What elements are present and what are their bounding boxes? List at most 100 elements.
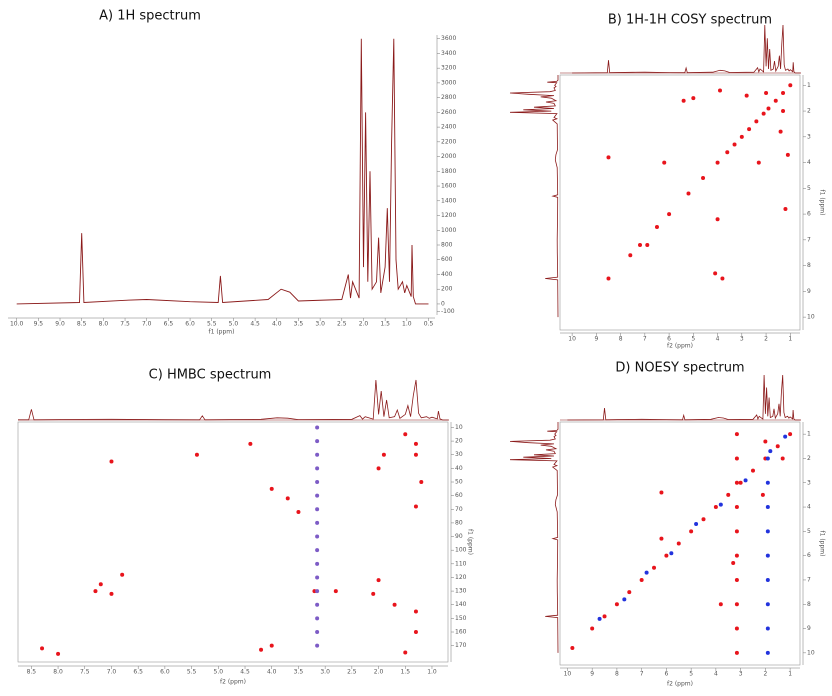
y-tick-label: 7	[807, 576, 811, 583]
cross-peak	[296, 510, 301, 514]
y-tick-label: 6	[807, 552, 811, 559]
cross-peak	[93, 589, 98, 594]
cross-peak	[371, 591, 376, 596]
cross-peak	[768, 449, 773, 454]
cross-peak	[315, 589, 320, 594]
x-tick-label: 3.0	[320, 669, 330, 676]
cross-peak	[743, 478, 748, 483]
y-tick-label: 3	[807, 133, 811, 140]
y-tick-label: 1	[807, 431, 811, 438]
cross-peak	[734, 529, 739, 534]
x-tick-label: 7.5	[120, 321, 130, 328]
left-area	[509, 75, 559, 318]
x-tick-label: 1	[788, 671, 792, 678]
x-tick-label: 9	[590, 671, 594, 678]
x-tick-label: 6.0	[185, 321, 195, 328]
y-tick-label: 6	[807, 211, 811, 218]
cross-peak	[781, 109, 786, 114]
cross-peak	[392, 602, 397, 607]
cross-peak	[315, 561, 320, 566]
cross-peak	[413, 441, 418, 446]
cross-peak	[376, 466, 381, 471]
x-tick-label: 8.5	[27, 669, 37, 676]
cross-peak	[56, 651, 61, 656]
cross-peak	[765, 553, 770, 558]
x-tick-label: 2.5	[337, 321, 347, 328]
cross-peak	[98, 582, 103, 587]
y-tick-label: 8	[807, 262, 811, 269]
x-tick-label: 1.0	[427, 669, 437, 676]
x-axis-label: f1 (ppm)	[209, 329, 235, 336]
plot-frame	[17, 421, 449, 663]
cross-peak	[315, 520, 320, 525]
cross-peak	[713, 271, 718, 276]
plot-area	[560, 374, 801, 655]
x-axis-label: f2 (ppm)	[667, 343, 693, 350]
cross-peak	[248, 441, 253, 446]
cross-peak	[669, 551, 674, 556]
x-tick-label: 3	[739, 671, 743, 678]
left-projection	[509, 422, 559, 653]
cross-peak	[315, 643, 320, 648]
y-tick-label: 1	[807, 82, 811, 89]
cross-peak	[315, 466, 320, 471]
x-tick-label: 1.5	[400, 669, 410, 676]
cross-peak	[315, 425, 320, 430]
cross-peak	[413, 630, 418, 634]
cross-peak	[413, 504, 418, 509]
x-tick-label: 5.5	[207, 321, 217, 328]
cross-peak	[194, 452, 199, 457]
x-tick-label: 7	[640, 671, 644, 678]
cross-peak	[765, 650, 770, 655]
cross-peak	[120, 572, 125, 577]
cross-peak	[639, 577, 644, 582]
panel-title: C) HMBC spectrum	[149, 368, 272, 383]
y-tick-label: 150	[455, 615, 467, 622]
x-tick-label: 6.5	[133, 669, 143, 676]
x-tick-label: 5	[691, 336, 695, 343]
cross-peak	[765, 456, 770, 461]
y-tick-label: 3400	[441, 50, 456, 57]
x-tick-label: 10.0	[10, 321, 24, 328]
cross-peak	[734, 505, 739, 510]
cross-peak	[315, 602, 320, 607]
spectrum-line	[16, 38, 429, 305]
panel-title: D) NOESY spectrum	[615, 361, 744, 376]
x-tick-label: 6.5	[164, 321, 174, 328]
cross-peak	[715, 217, 720, 222]
y-tick-label: 3	[807, 479, 811, 486]
x-tick-label: 6.0	[160, 669, 170, 676]
x-tick-label: 7.5	[80, 669, 90, 676]
cross-peak	[734, 577, 739, 582]
y-tick-label: 1800	[441, 168, 456, 175]
cross-peak	[403, 432, 408, 437]
x-tick-label: 2	[763, 671, 767, 678]
y-tick-label: 40	[455, 465, 463, 472]
cross-peak	[715, 160, 720, 165]
cross-peak	[667, 212, 672, 217]
y-tick-label: 1400	[441, 197, 456, 204]
y-tick-label: 90	[455, 533, 463, 540]
top-projection	[18, 379, 449, 421]
cross-peak	[590, 626, 595, 631]
y-tick-label: 170	[455, 642, 467, 649]
top-projection	[567, 374, 801, 421]
cross-peak	[269, 486, 274, 491]
cross-peak	[788, 432, 793, 437]
y-tick-label: 160	[455, 629, 467, 636]
x-tick-label: 3.0	[315, 321, 325, 328]
cross-peak	[761, 111, 766, 116]
y-tick-label: 80	[455, 519, 463, 526]
cross-peak	[659, 536, 664, 541]
cross-peak	[756, 160, 761, 165]
cross-peak	[785, 152, 790, 157]
cross-peak	[644, 570, 649, 575]
x-tick-label: 8.0	[53, 669, 63, 676]
cross-peak	[734, 602, 739, 607]
plot-area	[560, 25, 801, 281]
x-tick-label: 4.5	[240, 669, 250, 676]
cross-peak	[718, 502, 723, 507]
cross-peak	[315, 439, 320, 444]
cross-peak	[788, 83, 793, 88]
x-tick-label: 3.5	[294, 321, 304, 328]
